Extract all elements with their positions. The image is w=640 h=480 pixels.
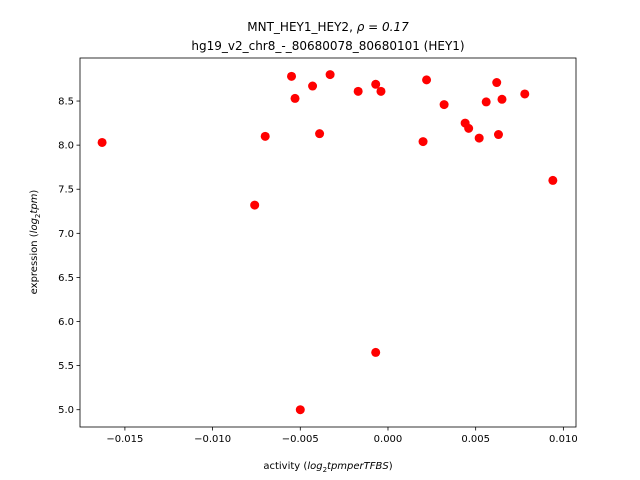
data-point (481, 97, 491, 107)
data-point (371, 79, 381, 89)
x-tick-label: 0.000 (374, 434, 403, 445)
data-point (287, 71, 297, 81)
data-point (290, 93, 300, 103)
data-point (474, 133, 484, 143)
data-point (493, 130, 503, 140)
chart-title-line1: MNT_HEY1_HEY2, ρ = 0.17 (247, 20, 409, 34)
data-point (315, 129, 325, 139)
data-point (308, 81, 318, 91)
y-tick-label: 8.0 (58, 141, 74, 152)
data-point (548, 175, 558, 185)
data-point (418, 137, 428, 147)
y-tick-label: 6.5 (58, 273, 74, 284)
data-point (439, 100, 449, 110)
data-point (295, 405, 305, 415)
data-point (325, 70, 335, 80)
axes-frame (79, 57, 577, 428)
data-point (497, 94, 507, 104)
x-tick-label: −0.015 (106, 434, 143, 445)
data-point (520, 89, 530, 99)
x-axis-label: activity (log2tpmperTFBS) (263, 461, 392, 474)
x-tick-label: 0.010 (549, 434, 578, 445)
y-tick-label: 8.5 (58, 97, 74, 108)
y-tick-label: 6.0 (58, 317, 74, 328)
y-tick-label: 5.0 (58, 405, 74, 416)
y-tick-label: 7.0 (58, 229, 74, 240)
x-tick-label: 0.005 (461, 434, 490, 445)
x-tick-label: −0.010 (194, 434, 231, 445)
x-tick-label: −0.005 (282, 434, 319, 445)
y-tick-label: 7.5 (58, 185, 74, 196)
data-point (260, 131, 270, 141)
data-point (492, 78, 502, 88)
data-point (422, 75, 432, 85)
data-point (376, 86, 386, 96)
data-point (97, 137, 107, 147)
y-axis-label: expression (log2tpm) (29, 190, 42, 295)
data-point (371, 347, 381, 357)
data-point (353, 86, 363, 96)
y-tick-label: 5.5 (58, 361, 74, 372)
chart-title-line2: hg19_v2_chr8_-_80680078_80680101 (HEY1) (191, 39, 464, 53)
data-point (464, 123, 474, 133)
data-point (250, 200, 260, 210)
